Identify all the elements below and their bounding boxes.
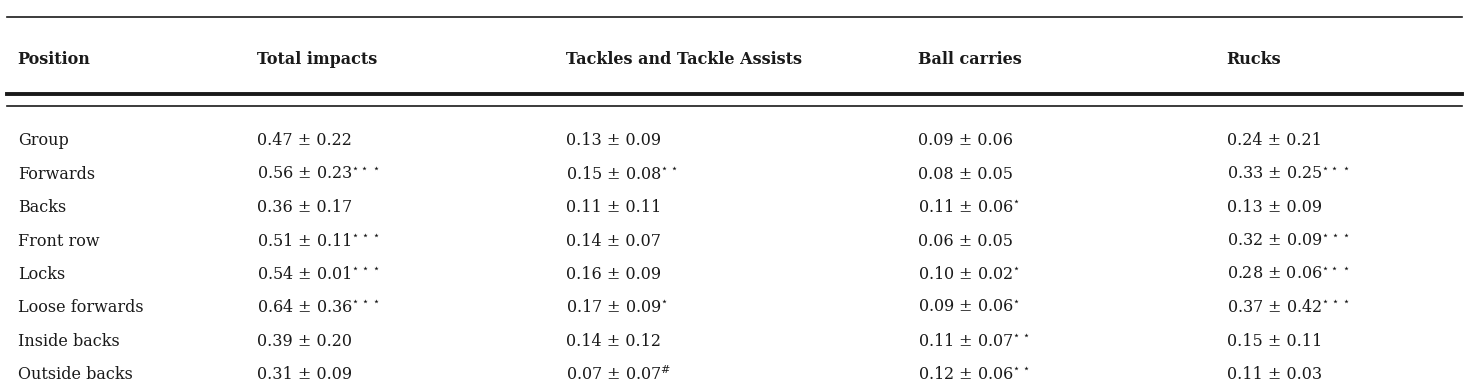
Text: Rucks: Rucks [1227, 51, 1281, 68]
Text: 0.64 ± 0.36$^{\star\star\star}$: 0.64 ± 0.36$^{\star\star\star}$ [257, 300, 380, 316]
Text: 0.47 ± 0.22: 0.47 ± 0.22 [257, 132, 353, 149]
Text: Inside backs: Inside backs [18, 333, 119, 350]
Text: 0.39 ± 0.20: 0.39 ± 0.20 [257, 333, 353, 350]
Text: 0.37 ± 0.42$^{\star\star\star}$: 0.37 ± 0.42$^{\star\star\star}$ [1227, 300, 1350, 316]
Text: 0.15 ± 0.11: 0.15 ± 0.11 [1227, 333, 1322, 350]
Text: Position: Position [18, 51, 91, 68]
Text: Loose forwards: Loose forwards [18, 300, 144, 316]
Text: 0.12 ± 0.06$^{\star\star}$: 0.12 ± 0.06$^{\star\star}$ [918, 367, 1030, 383]
Text: 0.06 ± 0.05: 0.06 ± 0.05 [918, 233, 1014, 249]
Text: 0.11 ± 0.11: 0.11 ± 0.11 [566, 199, 661, 216]
Text: 0.16 ± 0.09: 0.16 ± 0.09 [566, 266, 661, 283]
Text: 0.14 ± 0.12: 0.14 ± 0.12 [566, 333, 661, 350]
Text: Locks: Locks [18, 266, 65, 283]
Text: 0.13 ± 0.09: 0.13 ± 0.09 [566, 132, 661, 149]
Text: 0.32 ± 0.09$^{\star\star\star}$: 0.32 ± 0.09$^{\star\star\star}$ [1227, 233, 1350, 249]
Text: 0.09 ± 0.06: 0.09 ± 0.06 [918, 132, 1014, 149]
Text: 0.08 ± 0.05: 0.08 ± 0.05 [918, 166, 1014, 182]
Text: 0.10 ± 0.02$^{\star}$: 0.10 ± 0.02$^{\star}$ [918, 266, 1021, 283]
Text: 0.11 ± 0.06$^{\star}$: 0.11 ± 0.06$^{\star}$ [918, 199, 1021, 216]
Text: 0.13 ± 0.09: 0.13 ± 0.09 [1227, 199, 1322, 216]
Text: Front row: Front row [18, 233, 100, 249]
Text: 0.14 ± 0.07: 0.14 ± 0.07 [566, 233, 661, 249]
Text: 0.54 ± 0.01$^{\star\star\star}$: 0.54 ± 0.01$^{\star\star\star}$ [257, 266, 380, 283]
Text: 0.09 ± 0.06$^{\star}$: 0.09 ± 0.06$^{\star}$ [918, 300, 1021, 316]
Text: 0.28 ± 0.06$^{\star\star\star}$: 0.28 ± 0.06$^{\star\star\star}$ [1227, 266, 1350, 283]
Text: 0.11 ± 0.03: 0.11 ± 0.03 [1227, 367, 1322, 383]
Text: 0.36 ± 0.17: 0.36 ± 0.17 [257, 199, 353, 216]
Text: Backs: Backs [18, 199, 66, 216]
Text: 0.11 ± 0.07$^{\star\star}$: 0.11 ± 0.07$^{\star\star}$ [918, 333, 1030, 350]
Text: 0.56 ± 0.23$^{\star\star\star}$: 0.56 ± 0.23$^{\star\star\star}$ [257, 166, 380, 182]
Text: Ball carries: Ball carries [918, 51, 1022, 68]
Text: Forwards: Forwards [18, 166, 95, 182]
Text: Outside backs: Outside backs [18, 367, 132, 383]
Text: Tackles and Tackle Assists: Tackles and Tackle Assists [566, 51, 802, 68]
Text: 0.24 ± 0.21: 0.24 ± 0.21 [1227, 132, 1322, 149]
Text: 0.07 ± 0.07$^{\#}$: 0.07 ± 0.07$^{\#}$ [566, 366, 671, 384]
Text: 0.17 ± 0.09$^{\star}$: 0.17 ± 0.09$^{\star}$ [566, 300, 668, 316]
Text: Total impacts: Total impacts [257, 51, 378, 68]
Text: 0.51 ± 0.11$^{\star\star\star}$: 0.51 ± 0.11$^{\star\star\star}$ [257, 233, 380, 249]
Text: Group: Group [18, 132, 69, 149]
Text: 0.31 ± 0.09: 0.31 ± 0.09 [257, 367, 353, 383]
Text: 0.33 ± 0.25$^{\star\star\star}$: 0.33 ± 0.25$^{\star\star\star}$ [1227, 166, 1350, 182]
Text: 0.15 ± 0.08$^{\star\star}$: 0.15 ± 0.08$^{\star\star}$ [566, 166, 677, 182]
